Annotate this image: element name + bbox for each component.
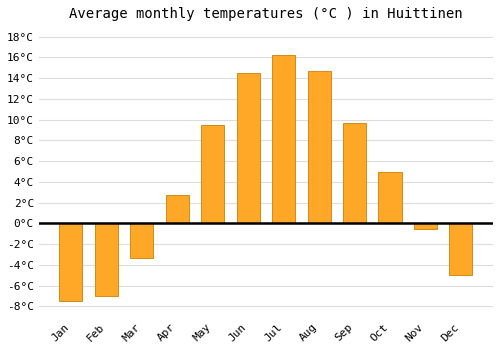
Bar: [343, 123, 366, 223]
Bar: [378, 172, 402, 223]
Bar: [450, 223, 472, 275]
Bar: [308, 71, 330, 223]
Bar: [130, 223, 154, 258]
Bar: [60, 223, 82, 301]
Title: Average monthly temperatures (°C ) in Huittinen: Average monthly temperatures (°C ) in Hu…: [69, 7, 462, 21]
Bar: [95, 223, 118, 296]
Bar: [414, 223, 437, 229]
Bar: [166, 195, 189, 223]
Bar: [236, 73, 260, 223]
Bar: [272, 55, 295, 223]
Bar: [201, 125, 224, 223]
